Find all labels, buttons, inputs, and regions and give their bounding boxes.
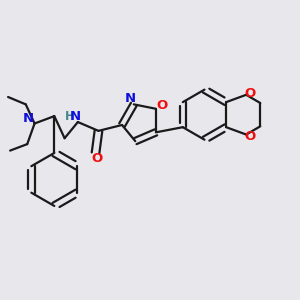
Text: O: O — [244, 87, 255, 100]
Text: N: N — [22, 112, 34, 125]
Text: N: N — [70, 110, 81, 123]
Text: N: N — [124, 92, 136, 105]
Text: O: O — [244, 130, 255, 142]
Text: O: O — [92, 152, 103, 165]
Text: O: O — [156, 99, 167, 112]
Text: H: H — [65, 110, 75, 123]
